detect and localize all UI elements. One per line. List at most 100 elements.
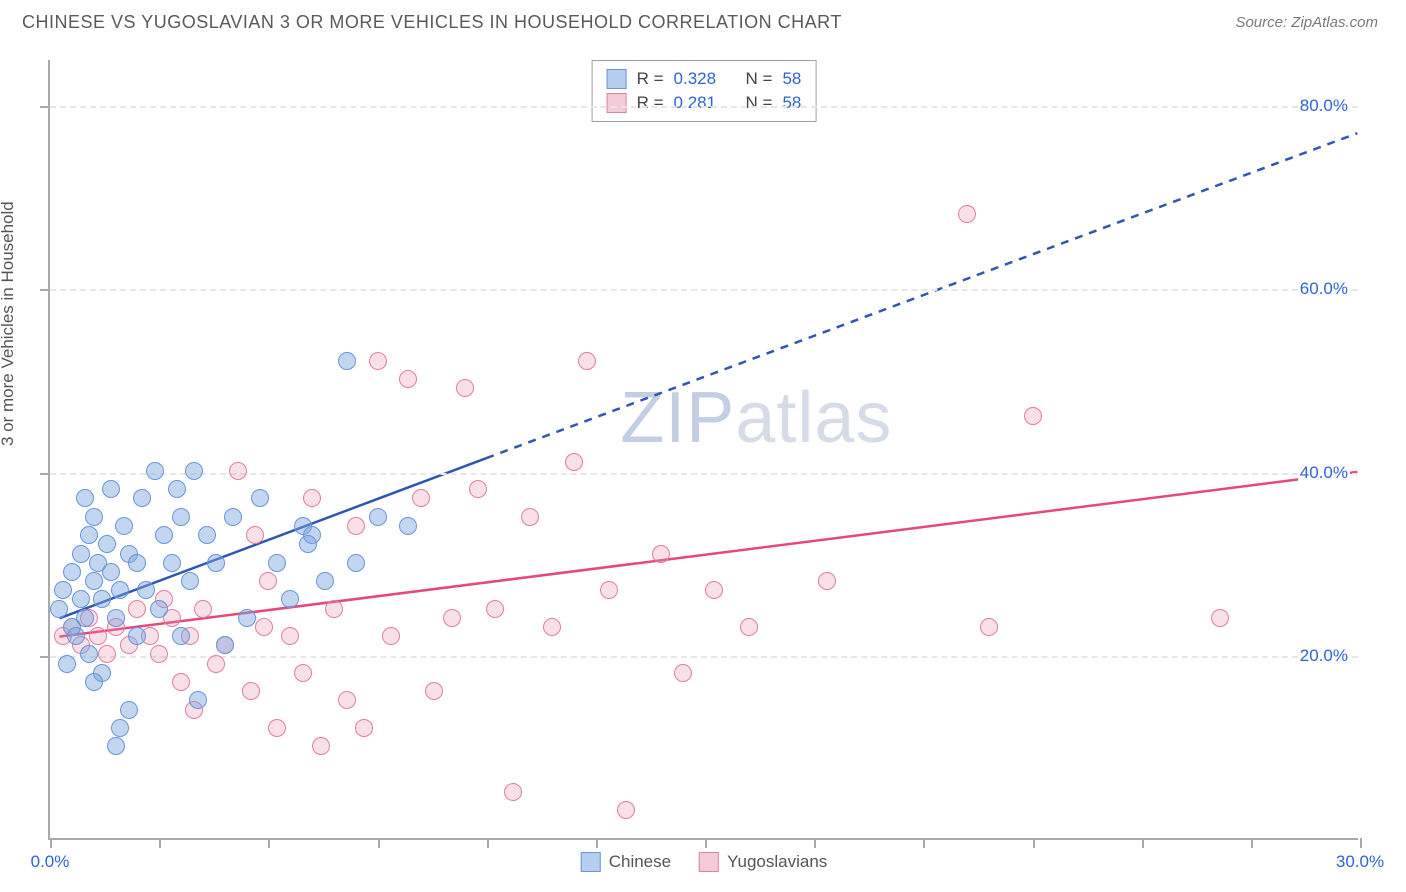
data-point-chinese [281,590,299,608]
data-point-chinese [115,517,133,535]
data-point-chinese [76,489,94,507]
y-tick-label: 80.0% [1298,96,1350,116]
data-point-yugoslavians [469,480,487,498]
y-tick [40,289,50,291]
legend-item-chinese: Chinese [581,852,671,872]
data-point-yugoslavians [128,600,146,618]
x-tick [487,838,489,848]
swatch-blue-icon [607,69,627,89]
x-tick [705,838,707,848]
legend-item-yugoslavians: Yugoslavians [699,852,827,872]
y-tick [40,106,50,108]
data-point-chinese [85,673,103,691]
data-point-chinese [347,554,365,572]
n-label: N = [746,69,773,89]
x-tick [1142,838,1144,848]
swatch-blue-icon [581,852,601,872]
x-tick [159,838,161,848]
data-point-yugoslavians [207,655,225,673]
data-point-yugoslavians [521,508,539,526]
data-point-chinese [85,572,103,590]
n-label: N = [746,93,773,113]
gridline [50,656,1358,658]
data-point-chinese [181,572,199,590]
data-point-yugoslavians [369,352,387,370]
n-value-chinese: 58 [782,69,801,89]
gridline [50,289,1358,291]
stats-row-yugoslavians: R = 0.281 N = 58 [607,91,802,115]
data-point-yugoslavians [294,664,312,682]
data-point-chinese [128,554,146,572]
x-tick [1251,838,1253,848]
data-point-chinese [207,554,225,572]
data-point-chinese [102,480,120,498]
data-point-chinese [155,526,173,544]
data-point-yugoslavians [150,645,168,663]
data-point-chinese [316,572,334,590]
data-point-yugoslavians [338,691,356,709]
data-point-chinese [107,609,125,627]
data-point-chinese [93,590,111,608]
stats-row-chinese: R = 0.328 N = 58 [607,67,802,91]
legend-label-yugo: Yugoslavians [727,852,827,872]
data-point-chinese [120,701,138,719]
data-point-chinese [251,489,269,507]
data-point-yugoslavians [958,205,976,223]
data-point-yugoslavians [617,801,635,819]
trend-lines [50,60,1358,838]
y-tick [40,656,50,658]
data-point-yugoslavians [543,618,561,636]
data-point-yugoslavians [652,545,670,563]
x-tick [268,838,270,848]
data-point-chinese [172,508,190,526]
scatter-plot-area: ZIPatlas R = 0.328 N = 58 R = 0.281 N = … [48,60,1358,840]
data-point-yugoslavians [89,627,107,645]
data-point-chinese [198,526,216,544]
r-value-chinese: 0.328 [674,69,717,89]
data-point-yugoslavians [1211,609,1229,627]
data-point-chinese [102,563,120,581]
data-point-yugoslavians [325,600,343,618]
data-point-chinese [238,609,256,627]
x-tick [814,838,816,848]
data-point-yugoslavians [229,462,247,480]
data-point-yugoslavians [425,682,443,700]
data-point-yugoslavians [443,609,461,627]
x-tick [1360,838,1362,848]
data-point-chinese [185,462,203,480]
data-point-chinese [338,352,356,370]
data-point-chinese [399,517,417,535]
data-point-chinese [369,508,387,526]
x-tick [378,838,380,848]
data-point-yugoslavians [194,600,212,618]
x-tick [596,838,598,848]
data-point-chinese [54,581,72,599]
data-point-chinese [150,600,168,618]
data-point-chinese [163,554,181,572]
data-point-chinese [172,627,190,645]
data-point-chinese [216,636,234,654]
data-point-yugoslavians [600,581,618,599]
data-point-yugoslavians [1024,407,1042,425]
data-point-yugoslavians [355,719,373,737]
data-point-yugoslavians [486,600,504,618]
y-tick [40,473,50,475]
data-point-chinese [224,508,242,526]
data-point-yugoslavians [740,618,758,636]
data-point-yugoslavians [705,581,723,599]
series-legend: Chinese Yugoslavians [581,852,828,872]
data-point-yugoslavians [674,664,692,682]
data-point-chinese [76,609,94,627]
data-point-yugoslavians [565,453,583,471]
data-point-yugoslavians [399,370,417,388]
data-point-chinese [72,590,90,608]
gridline [50,106,1358,108]
n-value-yugo: 58 [782,93,801,113]
swatch-pink-icon [699,852,719,872]
data-point-chinese [268,554,286,572]
x-tick-label: 30.0% [1336,852,1384,872]
data-point-yugoslavians [382,627,400,645]
data-point-chinese [133,489,151,507]
data-point-chinese [111,719,129,737]
chart-header: CHINESE VS YUGOSLAVIAN 3 OR MORE VEHICLE… [0,0,1406,44]
